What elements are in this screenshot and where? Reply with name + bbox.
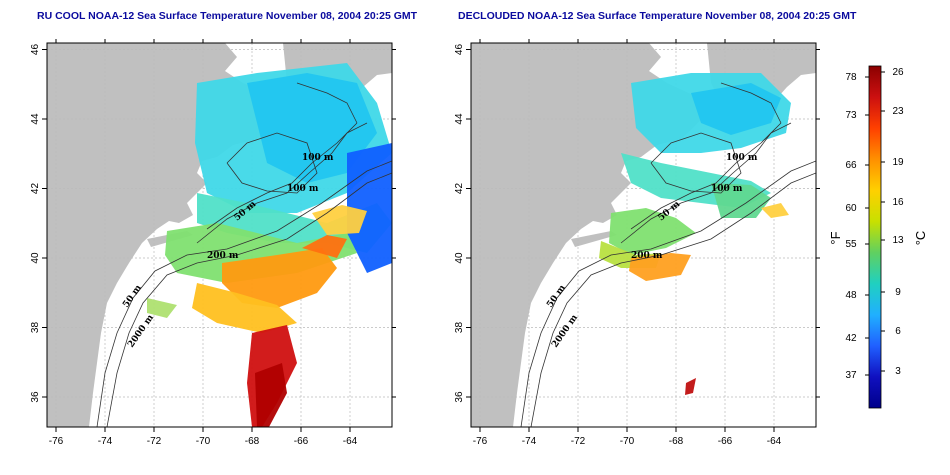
sst-region [691,83,781,135]
colorbar-f-label: 60 [845,203,857,214]
y-tick-label: 42 [454,183,465,195]
colorbar-c-label: 26 [892,67,904,78]
colorbar-c-label: 6 [895,326,901,337]
bathymetry-contour [96,160,392,427]
bathymetry-contour [520,160,816,427]
y-tick-label: 40 [30,252,41,264]
colorbar-c-label: 13 [892,235,904,246]
bathymetry-contour [620,122,792,244]
bathymetry-contour [650,132,742,194]
bathymetry-contour [720,82,782,124]
sst-region [255,363,287,427]
x-tick-label: -64 [767,436,782,447]
colorbar-f-label: 73 [845,110,857,121]
x-tick-label: -70 [196,436,211,447]
y-tick-label: 36 [454,391,465,403]
y-tick-label: 38 [454,322,465,334]
contour-label: 100 m [726,153,758,163]
sst-region [192,283,297,333]
map-frame [46,42,393,428]
y-tick-label: 44 [454,113,465,125]
colorbar-f-label: 42 [845,333,857,344]
colorbar-f-label: 37 [845,370,857,381]
x-tick-label: -74 [98,436,113,447]
y-tick-label: 44 [30,113,41,125]
bathymetry-contour [530,172,816,427]
sst-region [761,203,789,218]
right-panel-title: DECLOUDED NOAA-12 Sea Surface Temperatur… [458,10,857,22]
contour-label: 200 m [631,251,663,261]
colorbar-f-label: 55 [845,239,857,250]
sst-region [312,205,367,235]
x-tick-label: -66 [294,436,309,447]
colorbar-c-label: 19 [892,157,904,168]
y-tick-label: 46 [30,44,41,56]
x-tick-label: -76 [473,436,488,447]
x-tick-label: -66 [718,436,733,447]
bathymetry-contour [226,132,318,194]
colorbar-c-label: 3 [895,366,901,377]
colorbar-c-label: 9 [895,287,901,298]
x-tick-label: -72 [571,436,586,447]
sst-region [629,253,691,281]
x-tick-label: -68 [669,436,684,447]
contour-label: 100 m [711,184,743,194]
left-panel-title: RU COOL NOAA-12 Sea Surface Temperature … [37,10,418,22]
y-tick-label: 36 [30,391,41,403]
colorbar-f-unit: °F [828,231,843,244]
x-tick-label: -70 [620,436,635,447]
sst-region [147,298,177,318]
sst-region [685,378,696,395]
sst-region [222,248,337,308]
x-tick-label: -74 [522,436,537,447]
colorbar-f-label: 66 [845,160,857,171]
bathymetry-contour [196,122,368,244]
bathymetry-contour [296,82,358,124]
x-tick-label: -68 [245,436,260,447]
x-tick-label: -64 [343,436,358,447]
sst-region [347,143,392,273]
y-tick-label: 42 [30,183,41,195]
colorbar-c-unit: °C [913,231,928,246]
colorbar-f-label: 48 [845,290,857,301]
colorbar-c-label: 16 [892,197,904,208]
y-tick-label: 46 [454,44,465,56]
bathymetry-contour [106,172,392,427]
sst-region [302,235,347,258]
bathymetry-contour [630,122,782,230]
map-frame [470,42,817,428]
sst-region [247,73,377,183]
land-long-island [571,231,617,247]
colorbar-c-label: 23 [892,106,904,117]
y-tick-label: 38 [30,322,41,334]
y-tick-label: 40 [454,252,465,264]
colorbar-f-label: 78 [845,72,857,83]
contour-label: 200 m [207,251,239,261]
sst-region [609,208,696,255]
colorbar-gradient [868,65,882,409]
contour-label: 100 m [302,153,334,163]
x-tick-label: -72 [147,436,162,447]
x-tick-label: -76 [49,436,64,447]
bathymetry-contour [206,122,358,230]
contour-label: 100 m [287,184,319,194]
